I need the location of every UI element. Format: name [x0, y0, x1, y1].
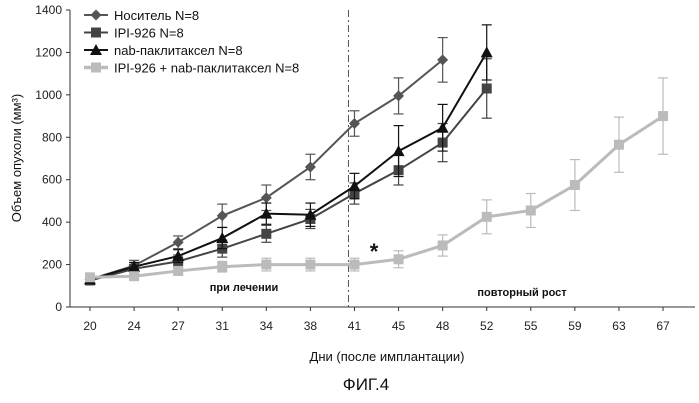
legend: Носитель N=8 IPI-926 N=8 nab-паклитаксел N…	[84, 8, 299, 76]
data-point	[658, 111, 668, 121]
x-tick-label: 63	[612, 319, 626, 333]
y-tick-label: 200	[42, 258, 62, 272]
legend-label: IPI-926 + nab-паклитаксел N=8	[114, 61, 299, 76]
data-point	[85, 272, 95, 282]
data-point	[261, 260, 271, 270]
annotation-regrowth: повторный рост	[477, 287, 567, 299]
data-point	[482, 212, 492, 222]
data-point	[173, 237, 184, 248]
x-tick-label: 24	[127, 319, 141, 333]
x-tick-label: 27	[171, 319, 185, 333]
y-tick-label: 1200	[35, 45, 62, 59]
annotation-treatment: при лечении	[210, 282, 279, 294]
data-point	[526, 205, 536, 215]
data-point	[217, 262, 227, 272]
y-tick-label: 1400	[35, 3, 62, 17]
x-tick-label: 55	[524, 319, 538, 333]
series-2	[85, 59, 492, 286]
legend-label: IPI-926 N=8	[114, 26, 184, 41]
x-tick-label: 59	[568, 319, 582, 333]
annotation-significance: *	[370, 239, 379, 264]
x-tick-label: 45	[392, 319, 406, 333]
legend-label: Носитель N=8	[114, 8, 199, 23]
data-point	[438, 240, 448, 250]
legend-label: nab-паклитаксел N=8	[114, 43, 243, 58]
x-tick-label: 52	[480, 319, 494, 333]
y-axis-label: Объем опухоли (мм³)	[9, 94, 24, 222]
y-tick-label: 800	[42, 130, 62, 144]
x-tick-label: 34	[260, 319, 274, 333]
data-point	[394, 254, 404, 264]
x-tick-label: 48	[436, 319, 450, 333]
data-point	[614, 140, 624, 150]
data-point	[216, 232, 228, 243]
data-point	[261, 229, 271, 239]
legend-marker	[91, 10, 102, 21]
y-tick-label: 400	[42, 215, 62, 229]
figure-label: ФИГ.4	[343, 375, 389, 394]
data-point	[349, 260, 359, 270]
x-tick-label: 31	[216, 319, 230, 333]
data-point	[482, 83, 492, 93]
legend-marker	[91, 63, 101, 73]
data-point	[393, 145, 405, 156]
data-point	[129, 271, 139, 281]
x-tick-label: 20	[83, 319, 97, 333]
data-point	[305, 260, 315, 270]
y-tick-label: 0	[55, 300, 62, 314]
y-tick-label: 1000	[35, 88, 62, 102]
series-line	[90, 52, 487, 279]
series-line	[90, 60, 443, 280]
y-tick-label: 600	[42, 173, 62, 187]
x-axis-label: Дни (после имплантации)	[310, 349, 465, 364]
x-tick-label: 41	[348, 319, 362, 333]
x-tick-label: 38	[304, 319, 318, 333]
data-point	[481, 46, 493, 57]
data-point	[570, 180, 580, 190]
data-point	[173, 266, 183, 276]
legend-marker	[91, 28, 101, 38]
x-tick-label: 67	[656, 319, 670, 333]
data-point	[217, 210, 228, 221]
